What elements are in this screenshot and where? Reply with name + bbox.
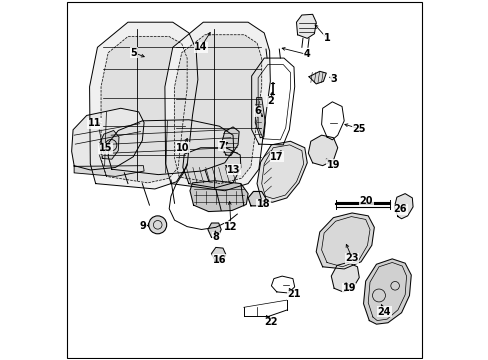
Polygon shape xyxy=(330,262,359,292)
Polygon shape xyxy=(211,247,225,262)
Text: 15: 15 xyxy=(99,143,112,153)
Text: 13: 13 xyxy=(226,165,240,175)
Text: 24: 24 xyxy=(377,307,390,317)
Text: 2: 2 xyxy=(266,96,273,106)
Text: 19: 19 xyxy=(342,283,355,293)
Polygon shape xyxy=(174,35,261,184)
Polygon shape xyxy=(101,37,187,183)
Polygon shape xyxy=(257,141,306,202)
Text: 16: 16 xyxy=(212,255,225,265)
Polygon shape xyxy=(296,14,316,39)
Text: 12: 12 xyxy=(224,222,237,231)
Polygon shape xyxy=(363,259,410,324)
Text: 1: 1 xyxy=(323,33,330,43)
Polygon shape xyxy=(394,194,412,219)
Text: 25: 25 xyxy=(352,124,365,134)
Text: 9: 9 xyxy=(140,221,146,231)
Polygon shape xyxy=(316,213,373,269)
Polygon shape xyxy=(74,166,144,176)
Polygon shape xyxy=(308,135,337,166)
Polygon shape xyxy=(190,181,247,212)
Text: 23: 23 xyxy=(345,253,358,263)
Text: 19: 19 xyxy=(326,160,340,170)
Text: 5: 5 xyxy=(130,48,137,58)
Polygon shape xyxy=(255,98,265,138)
Polygon shape xyxy=(221,127,239,156)
Polygon shape xyxy=(99,131,119,159)
Text: 4: 4 xyxy=(303,49,310,59)
Text: 20: 20 xyxy=(359,196,372,206)
Text: 21: 21 xyxy=(286,289,300,299)
Polygon shape xyxy=(183,148,241,188)
Polygon shape xyxy=(164,22,270,191)
Text: 11: 11 xyxy=(88,118,101,128)
Text: 10: 10 xyxy=(176,143,189,153)
Polygon shape xyxy=(89,22,198,189)
Polygon shape xyxy=(72,108,144,170)
Text: 3: 3 xyxy=(329,73,336,84)
Polygon shape xyxy=(207,223,221,237)
Text: 8: 8 xyxy=(212,232,219,242)
Polygon shape xyxy=(247,192,265,206)
Circle shape xyxy=(148,216,166,234)
Text: 17: 17 xyxy=(269,152,283,162)
Text: 7: 7 xyxy=(218,141,225,151)
Polygon shape xyxy=(108,120,233,175)
Text: 18: 18 xyxy=(256,199,270,210)
Text: 6: 6 xyxy=(253,106,260,116)
Text: 26: 26 xyxy=(393,204,407,215)
Text: 22: 22 xyxy=(264,318,278,327)
Text: 14: 14 xyxy=(194,42,207,52)
Polygon shape xyxy=(308,71,325,84)
